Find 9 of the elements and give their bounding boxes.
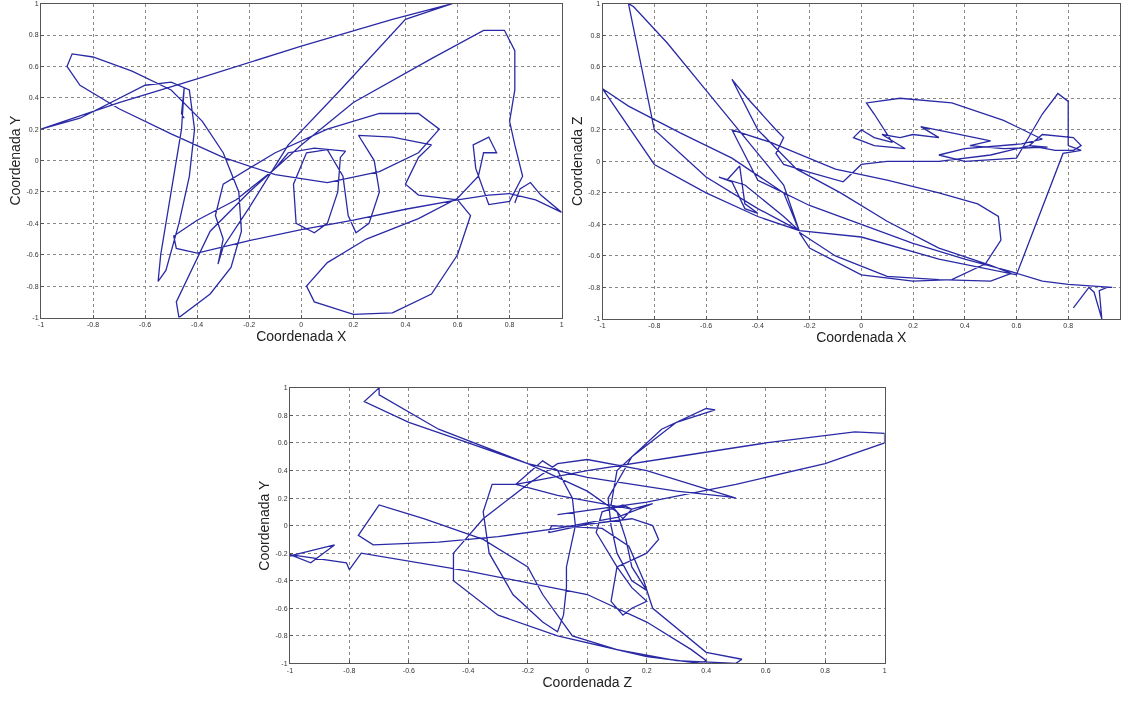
y-axis-title: Coordenada Y	[256, 479, 273, 571]
y-axis-title: Coordenada Y	[7, 114, 24, 206]
y-axis-title: Coordenada Z	[568, 116, 585, 207]
line-series	[40, 3, 562, 318]
x-axis-title: Coordenada X	[256, 327, 348, 344]
line-series	[602, 3, 1113, 319]
line-series	[289, 387, 885, 664]
x-axis-title: Coordenada Z	[542, 673, 633, 690]
x-axis-title: Coordenada X	[816, 329, 908, 346]
